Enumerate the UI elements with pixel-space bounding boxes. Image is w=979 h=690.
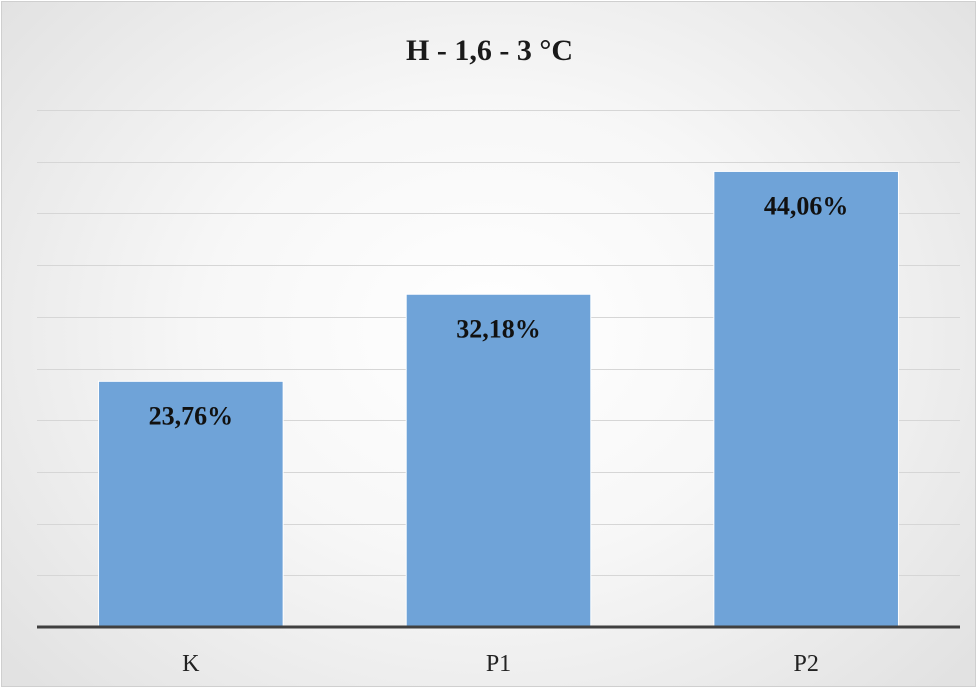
tick-label-k: K xyxy=(182,651,200,677)
chart-title: H - 1,6 - 3 °C xyxy=(406,34,573,67)
data-label-p2: 44,06% xyxy=(764,191,849,220)
tick-label-p1: P1 xyxy=(486,651,511,677)
bar-p2 xyxy=(713,170,899,628)
data-label-k: 23,76% xyxy=(149,401,234,430)
bars xyxy=(98,170,899,628)
bar-p1 xyxy=(405,293,592,628)
tick-label-p2: P2 xyxy=(793,651,818,677)
data-label-p1: 32,18% xyxy=(456,314,541,343)
bar-k xyxy=(98,380,284,628)
bar-data-labels: 23,76% 32,18% 44,06% xyxy=(149,191,849,430)
x-axis-tick-labels: K P1 P2 xyxy=(182,651,819,677)
